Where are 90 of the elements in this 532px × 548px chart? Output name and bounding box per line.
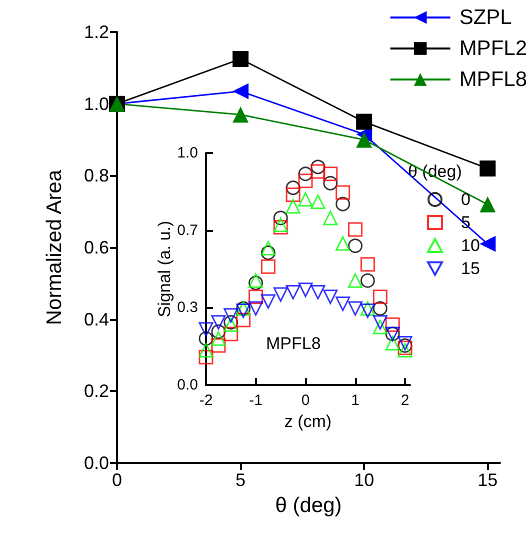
x-tick-label: -2: [199, 392, 213, 409]
legend-label: 10: [461, 236, 480, 255]
point: [310, 194, 326, 209]
point: [336, 236, 350, 251]
point: [232, 50, 249, 67]
point: [372, 290, 388, 304]
point: [336, 296, 350, 312]
point: [286, 284, 300, 300]
x-tick-label: 15: [478, 470, 498, 490]
point: [260, 246, 276, 260]
annotation: MPFL8: [266, 334, 321, 353]
x-tick-label: -1: [249, 392, 262, 409]
y-tick-label: 0.3: [177, 299, 198, 316]
x-tick-label: 10: [354, 470, 374, 490]
y-tick-label: 0.0: [84, 453, 109, 473]
legend-label: 0: [461, 190, 470, 209]
point: [480, 236, 496, 252]
point: [198, 331, 214, 346]
y-tick-label: 1.0: [84, 94, 109, 114]
legend-label: 15: [461, 259, 480, 278]
point: [310, 284, 326, 300]
point: [198, 350, 214, 364]
point: [260, 240, 276, 256]
point: [372, 301, 388, 316]
point: [211, 315, 226, 330]
point: [273, 210, 288, 226]
point: [198, 322, 214, 337]
x-axis-title: θ (deg): [275, 494, 342, 517]
point: [323, 210, 338, 226]
point: [298, 166, 313, 182]
point: [286, 188, 300, 202]
point: [323, 166, 338, 182]
point: [286, 180, 300, 196]
x-tick-label: 1: [351, 392, 360, 409]
point: [310, 164, 326, 179]
point: [298, 192, 313, 207]
point: [248, 290, 264, 304]
y-tick-label: 1.2: [84, 22, 109, 42]
point: [336, 196, 350, 212]
point: [224, 308, 238, 323]
point: [356, 114, 372, 130]
y-tick-label: 0.7: [177, 222, 198, 239]
y-tick-label: 0.8: [84, 166, 109, 186]
point: [232, 106, 249, 123]
point: [372, 320, 388, 334]
point: [480, 196, 496, 212]
legend-label: MPFL2: [459, 37, 527, 60]
point: [480, 160, 496, 176]
point: [310, 160, 326, 174]
point: [224, 326, 238, 342]
point: [298, 174, 313, 188]
point: [260, 294, 276, 309]
point: [385, 317, 400, 332]
point: [348, 238, 363, 254]
x-tick-label: 2: [400, 392, 410, 409]
point: [298, 282, 313, 298]
point: [211, 338, 226, 353]
point: [286, 199, 300, 214]
point: [211, 331, 226, 346]
y-axis-title: Signal (a. u.): [155, 220, 174, 318]
legend-label: SZPL: [459, 6, 512, 29]
y-tick-label: 0.4: [84, 309, 109, 330]
x-tick-label: 0: [301, 392, 310, 409]
y-tick-label: 0.0: [177, 376, 198, 394]
point: [198, 342, 214, 358]
point: [360, 273, 375, 288]
point: [236, 312, 251, 328]
point: [232, 83, 249, 100]
point: [356, 132, 372, 148]
legend-label: MPFL8: [459, 68, 527, 91]
point: [385, 336, 400, 350]
point: [372, 315, 388, 330]
x-axis-title: z (cm): [284, 412, 332, 431]
point: [323, 176, 338, 190]
point: [336, 185, 350, 200]
point: [323, 290, 338, 304]
y-tick-label: 0.2: [84, 381, 109, 402]
point: [360, 257, 375, 272]
point: [260, 259, 276, 274]
y-tick-label: 1.0: [177, 144, 198, 162]
point: [348, 273, 363, 288]
y-axis-title: Normalized Area: [43, 170, 66, 326]
point: [211, 324, 226, 339]
x-tick-label: 5: [236, 470, 246, 490]
point: [348, 222, 363, 237]
point: [348, 301, 363, 316]
y-tick-label: 0.6: [84, 238, 109, 258]
point: [273, 287, 288, 302]
point: [248, 301, 264, 316]
x-tick-label: 0: [112, 470, 122, 490]
